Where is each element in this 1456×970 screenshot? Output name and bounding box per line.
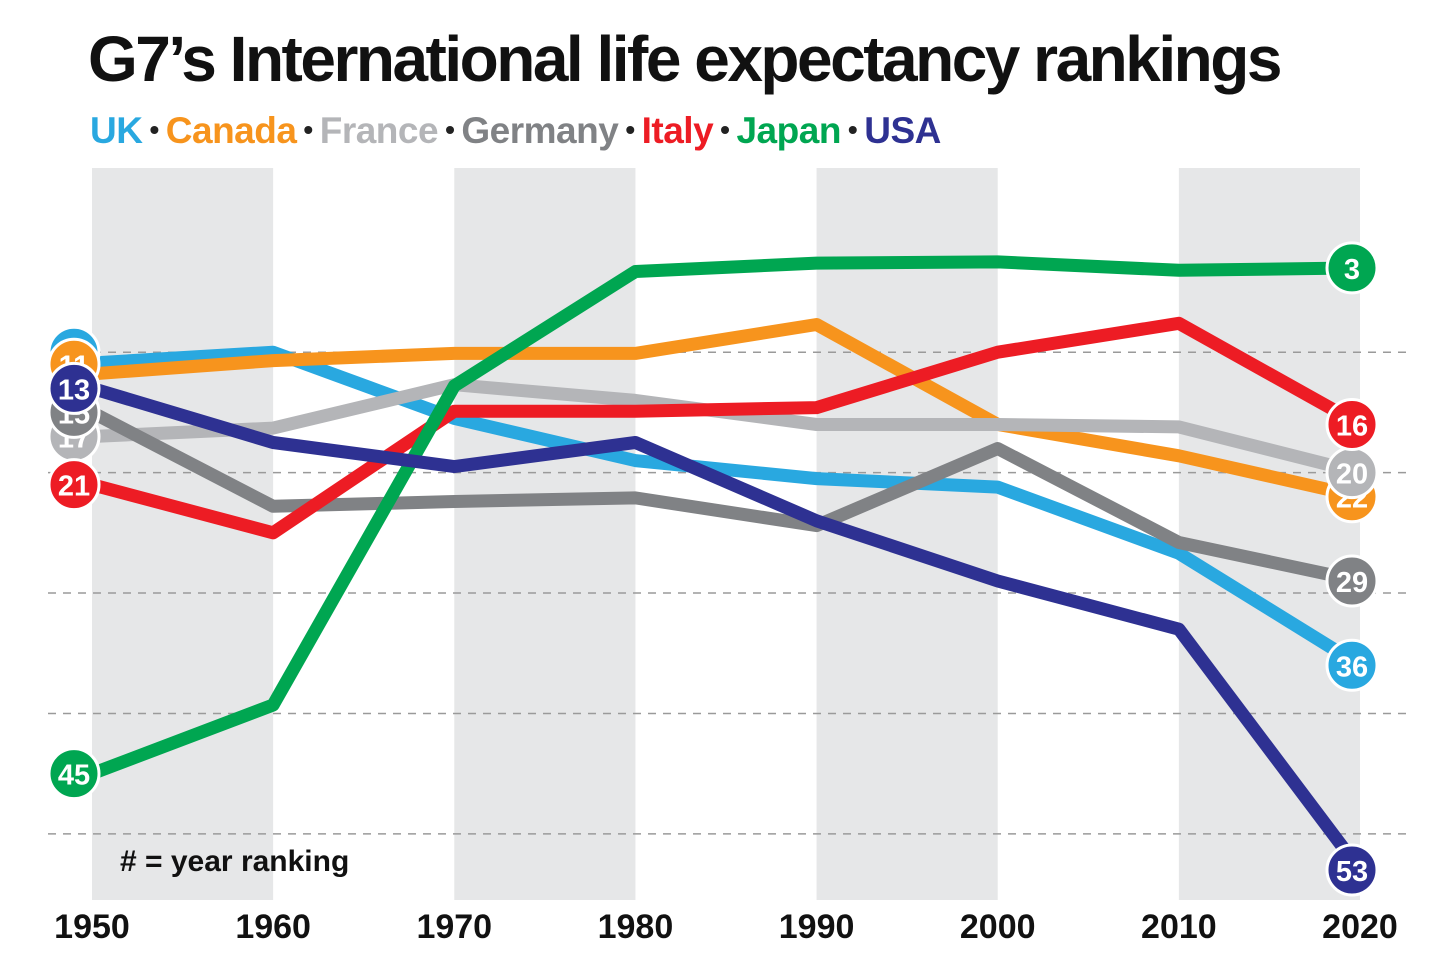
legend-separator: • bbox=[720, 114, 730, 145]
series-labels: 103611221720152921164531353 bbox=[47, 241, 1379, 897]
decade-band-1970 bbox=[454, 168, 636, 900]
legend-item-france: France bbox=[319, 110, 439, 151]
legend-item-canada: Canada bbox=[165, 110, 297, 151]
chart-title: G7’s International life expectancy ranki… bbox=[88, 23, 1282, 95]
end-label-germany-circle bbox=[1325, 554, 1379, 608]
start-label-usa-text: 13 bbox=[58, 374, 90, 406]
series-line-usa bbox=[90, 382, 1366, 874]
legend-separator: • bbox=[149, 114, 159, 145]
legend: UK • Canada • France • Germany • Italy • Japan • USA bbox=[90, 110, 941, 152]
legend-item-usa: USA bbox=[864, 110, 941, 151]
end-label-uk-text: 36 bbox=[1336, 651, 1368, 683]
legend-separator: • bbox=[445, 114, 455, 145]
end-label-france-text: 20 bbox=[1336, 459, 1368, 491]
end-label-uk-circle bbox=[1325, 638, 1379, 692]
end-label-usa: 53 bbox=[1325, 843, 1379, 897]
start-label-italy-text: 21 bbox=[58, 471, 90, 503]
series-line-japan bbox=[89, 255, 1361, 780]
start-label-japan-text: 45 bbox=[58, 760, 90, 792]
end-label-usa-text: 53 bbox=[1336, 856, 1368, 888]
start-label-italy-circle bbox=[47, 458, 101, 512]
end-label-japan-text: 3 bbox=[1344, 254, 1360, 286]
x-axis-ticks: 1950 1960 1970 1980 1990 2000 2010 2020 bbox=[54, 908, 1398, 946]
start-label-usa: 13 bbox=[47, 361, 101, 415]
end-label-japan: 3 bbox=[1325, 241, 1379, 295]
series-lines bbox=[89, 255, 1366, 874]
start-label-usa-circle bbox=[47, 361, 101, 415]
start-label-japan: 45 bbox=[47, 747, 101, 801]
end-label-italy-text: 16 bbox=[1336, 410, 1368, 442]
x-tick-2020: 2020 bbox=[1322, 908, 1398, 946]
decade-band-2010 bbox=[1178, 168, 1360, 900]
note-text: # = year ranking bbox=[120, 845, 349, 878]
legend-separator: • bbox=[625, 114, 635, 145]
x-tick-1960: 1960 bbox=[235, 908, 311, 946]
end-label-germany: 29 bbox=[1325, 554, 1379, 608]
legend-item-italy: Italy bbox=[641, 110, 714, 151]
start-label-japan-circle bbox=[47, 747, 101, 801]
x-tick-1990: 1990 bbox=[779, 908, 855, 946]
end-label-france: 20 bbox=[1325, 446, 1379, 500]
end-label-germany-text: 29 bbox=[1336, 567, 1368, 599]
series-line-canada bbox=[91, 318, 1362, 504]
legend-item-japan: Japan bbox=[736, 110, 841, 151]
legend-separator: • bbox=[847, 114, 858, 145]
x-tick-1970: 1970 bbox=[416, 908, 492, 946]
decade-band-1950 bbox=[92, 168, 274, 900]
end-label-italy: 16 bbox=[1325, 397, 1379, 451]
legend-separator: • bbox=[303, 114, 313, 145]
x-tick-1980: 1980 bbox=[598, 908, 674, 946]
end-label-uk: 36 bbox=[1325, 638, 1379, 692]
end-label-italy-circle bbox=[1325, 397, 1379, 451]
legend-item-germany: Germany bbox=[461, 110, 619, 151]
x-tick-1950: 1950 bbox=[54, 908, 130, 946]
x-tick-2000: 2000 bbox=[960, 908, 1036, 946]
legend-item-uk: UK bbox=[90, 110, 143, 151]
end-label-japan-circle bbox=[1325, 241, 1379, 295]
series-line-italy bbox=[90, 316, 1364, 540]
start-label-italy: 21 bbox=[47, 458, 101, 512]
x-tick-2010: 2010 bbox=[1141, 908, 1217, 946]
end-label-usa-circle bbox=[1325, 843, 1379, 897]
